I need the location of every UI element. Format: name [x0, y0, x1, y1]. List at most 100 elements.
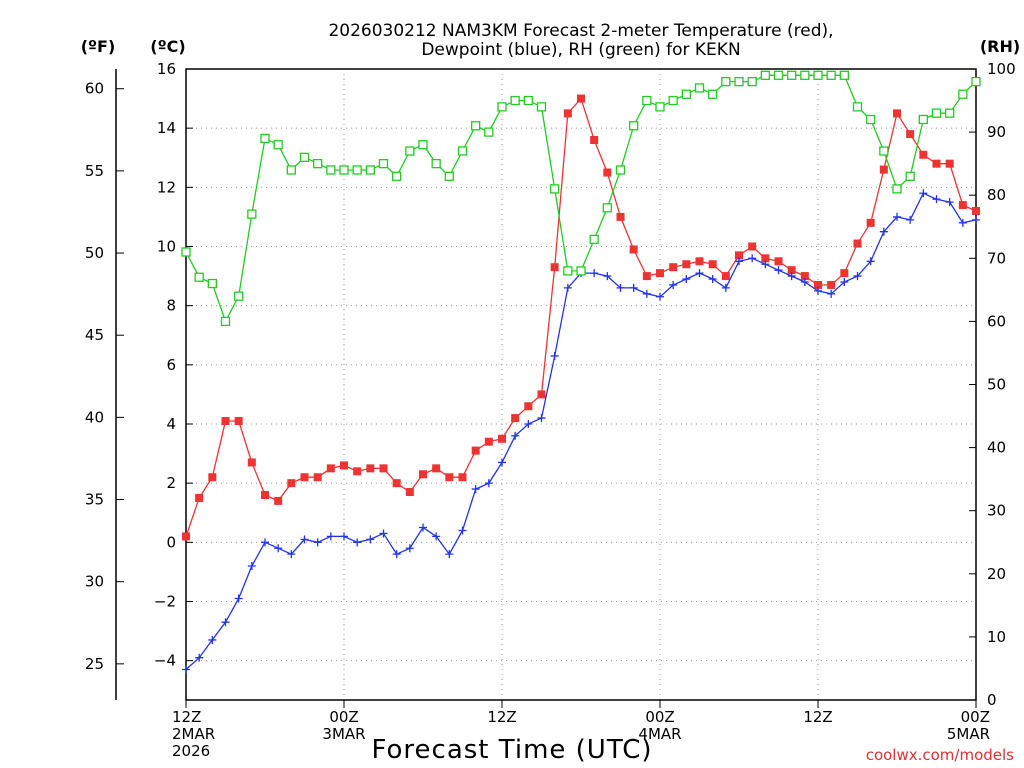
time-tick-label: 2MAR	[172, 725, 215, 743]
time-tick-label: 00Z	[329, 708, 358, 726]
data-point-marker	[893, 109, 901, 118]
data-point-marker	[353, 467, 362, 476]
series-dewpoint	[182, 189, 980, 674]
rh-tick-label: 0	[987, 691, 997, 709]
data-point-marker	[484, 437, 493, 446]
data-point-marker	[629, 121, 639, 131]
rh-tick-label: 30	[987, 502, 1006, 520]
data-point-marker	[800, 272, 809, 281]
data-point-marker	[563, 109, 572, 118]
data-point-marker	[866, 114, 876, 125]
data-point-marker	[931, 108, 942, 118]
data-point-marker	[761, 260, 770, 269]
data-point-marker	[918, 114, 928, 125]
celsius-tick-label: 12	[157, 178, 176, 196]
rh-tick-label: 40	[987, 439, 1006, 457]
data-point-marker	[932, 195, 941, 204]
data-point-marker	[669, 263, 678, 272]
data-point-marker	[378, 158, 389, 169]
rh-unit-label: (RH)	[980, 37, 1020, 56]
data-point-marker	[800, 277, 809, 286]
data-point-marker	[392, 479, 401, 488]
data-point-marker	[405, 544, 414, 553]
rh-tick-label: 10	[987, 628, 1006, 646]
fahrenheit-tick-label: 35	[85, 491, 104, 509]
data-point-marker	[247, 561, 256, 570]
data-point-marker	[866, 218, 875, 227]
data-point-marker	[221, 618, 230, 627]
fahrenheit-tick-label: 45	[85, 326, 104, 344]
data-point-marker	[286, 165, 296, 175]
fahrenheit-tick-label: 25	[85, 655, 104, 673]
data-point-marker	[602, 203, 612, 213]
data-point-marker	[207, 278, 217, 289]
data-point-marker	[721, 283, 730, 292]
data-point-marker	[550, 184, 560, 194]
series-line	[185, 97, 977, 537]
data-point-marker	[458, 526, 467, 535]
data-point-marker	[524, 419, 533, 428]
data-point-marker	[958, 89, 968, 99]
data-point-marker	[695, 257, 704, 266]
time-tick-label: 12Z	[172, 708, 201, 726]
data-point-marker	[879, 227, 888, 236]
time-tick-label: 5MAR	[947, 725, 990, 743]
rh-tick-label: 50	[987, 376, 1006, 394]
data-point-marker	[814, 280, 822, 289]
data-point-marker	[958, 218, 967, 227]
chart-title-line-1: 2026030212 NAM3KM Forecast 2-meter Tempe…	[328, 21, 833, 41]
fahrenheit-tick-label: 50	[85, 244, 104, 262]
rh-tick-label: 80	[987, 186, 1006, 204]
data-point-marker	[735, 251, 743, 260]
data-point-marker	[234, 594, 243, 603]
data-point-marker	[826, 70, 836, 80]
data-point-marker	[484, 127, 494, 137]
data-point-marker	[208, 473, 217, 482]
data-series	[181, 70, 981, 674]
data-point-marker	[405, 146, 415, 156]
data-point-marker	[300, 473, 309, 482]
series-2-meter-temperature	[182, 94, 980, 541]
data-point-marker	[523, 95, 533, 106]
data-point-marker	[866, 257, 875, 266]
data-point-marker	[537, 414, 546, 423]
data-point-marker	[260, 133, 270, 144]
time-tick-label: 00Z	[645, 708, 674, 726]
time-tick-label: 00Z	[961, 708, 990, 726]
celsius-tick-label: −2	[154, 592, 176, 610]
data-point-marker	[431, 158, 441, 169]
data-point-marker	[353, 538, 362, 547]
data-point-marker	[471, 485, 480, 494]
celsius-tick-label: 6	[166, 356, 176, 374]
data-point-marker	[839, 70, 849, 80]
data-point-marker	[708, 260, 717, 269]
data-point-marker	[906, 130, 915, 139]
data-point-marker	[379, 529, 388, 538]
data-point-marker	[603, 168, 612, 177]
chart-title-line-2: Dewpoint (blue), RH (green) for KEKN	[421, 40, 740, 60]
data-point-marker	[445, 473, 454, 482]
data-point-marker	[589, 234, 599, 245]
data-point-marker	[419, 523, 427, 532]
data-point-marker	[392, 171, 402, 181]
data-point-marker	[972, 206, 980, 215]
data-point-marker	[905, 171, 915, 181]
data-point-marker	[340, 532, 348, 541]
data-point-marker	[313, 473, 322, 482]
fahrenheit-tick-label: 40	[85, 408, 104, 426]
fahrenheit-tick-label: 55	[85, 162, 104, 180]
data-point-marker	[642, 95, 652, 106]
data-point-marker	[945, 108, 955, 118]
data-point-marker	[457, 146, 468, 156]
celsius-unit-label: (ºC)	[150, 37, 185, 56]
data-point-marker	[681, 89, 691, 99]
data-point-marker	[419, 470, 427, 479]
data-point-marker	[774, 266, 783, 275]
data-point-marker	[735, 257, 743, 266]
data-point-marker	[432, 464, 441, 473]
data-point-marker	[234, 291, 244, 301]
data-point-marker	[787, 70, 797, 80]
data-point-marker	[590, 269, 599, 278]
